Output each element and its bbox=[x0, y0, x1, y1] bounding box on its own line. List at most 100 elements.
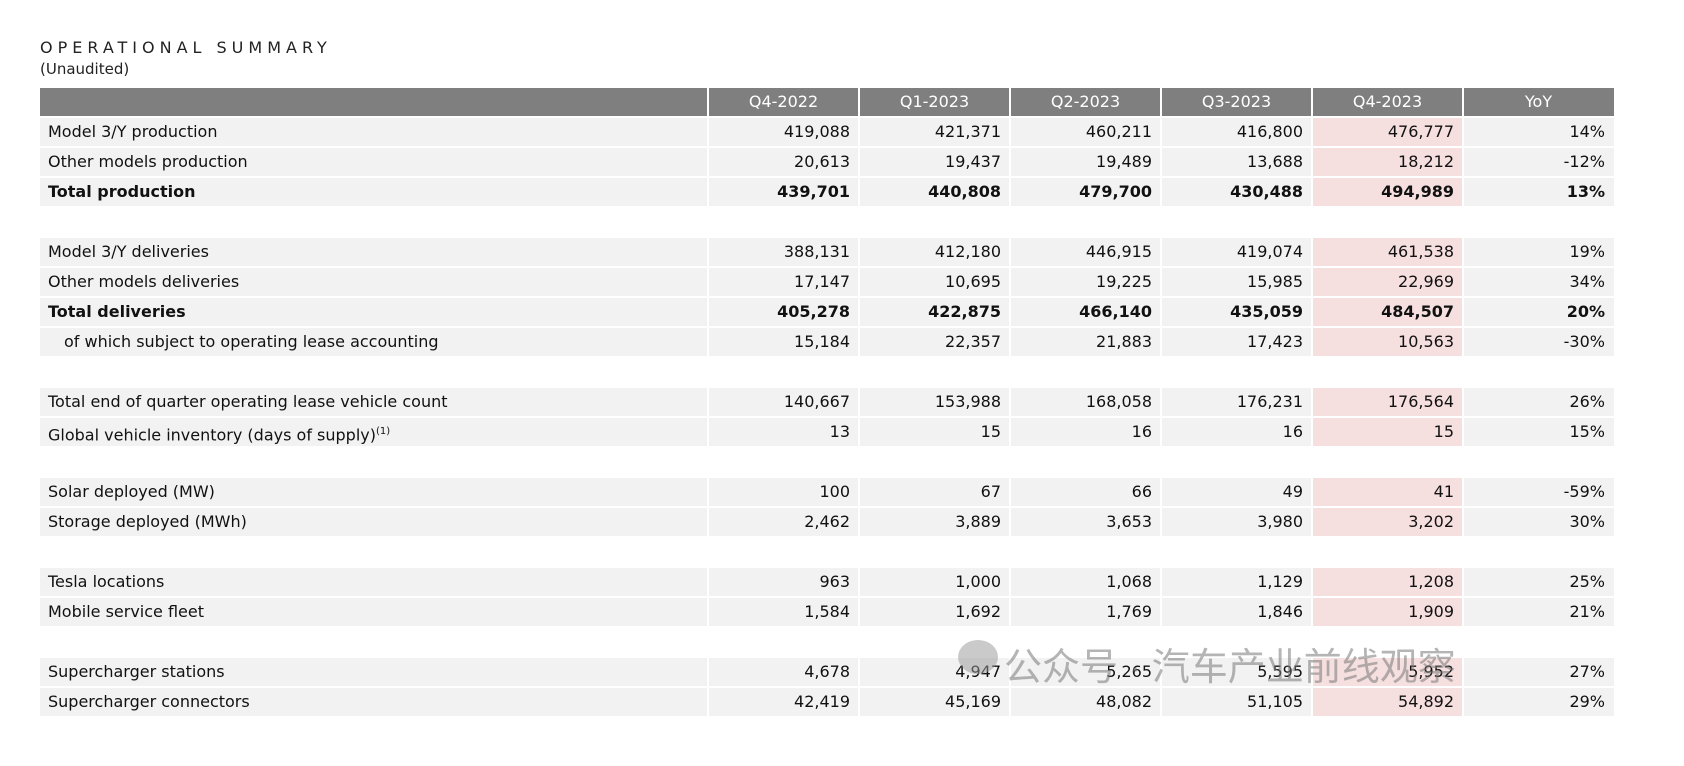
column-separator bbox=[1311, 88, 1313, 116]
cell-value: 17,423 bbox=[1247, 332, 1303, 351]
cell-value: 1,000 bbox=[955, 572, 1001, 591]
row-label: Total production bbox=[40, 178, 708, 206]
cell-value: 13,688 bbox=[1247, 152, 1303, 171]
column-separator bbox=[707, 478, 709, 506]
cell-value: 16 bbox=[1131, 422, 1152, 441]
cell-value: 3,653 bbox=[1106, 512, 1152, 531]
column-separator bbox=[858, 118, 860, 146]
column-separator bbox=[1160, 478, 1162, 506]
column-separator bbox=[1160, 658, 1162, 686]
row-label-text: Supercharger connectors bbox=[48, 692, 250, 711]
row-label-text: of which subject to operating lease acco… bbox=[64, 332, 439, 351]
cell-value: 21% bbox=[1569, 602, 1605, 621]
column-separator bbox=[1462, 568, 1464, 596]
cell-value: 25% bbox=[1569, 572, 1605, 591]
column-separator bbox=[858, 598, 860, 626]
column-header: Q4-2022 bbox=[748, 92, 819, 111]
highlight-cell bbox=[1312, 268, 1463, 296]
cell-value: 1,068 bbox=[1106, 572, 1152, 591]
row-label: Supercharger stations bbox=[40, 658, 708, 686]
column-separator bbox=[1311, 598, 1313, 626]
cell-value: -30% bbox=[1563, 332, 1605, 351]
cell-value: 41 bbox=[1433, 482, 1454, 501]
watermark-icon bbox=[958, 640, 998, 674]
column-separator bbox=[1462, 688, 1464, 716]
cell-value: 51,105 bbox=[1247, 692, 1303, 711]
row-label-text: Supercharger stations bbox=[48, 662, 225, 681]
column-header: Q3-2023 bbox=[1201, 92, 1272, 111]
column-separator bbox=[1009, 478, 1011, 506]
column-separator bbox=[1311, 148, 1313, 176]
column-separator bbox=[707, 178, 709, 206]
cell-value: 440,808 bbox=[928, 182, 1001, 201]
column-separator bbox=[707, 418, 709, 446]
cell-value: 15,985 bbox=[1247, 272, 1303, 291]
watermark: 公众号 · 汽车产业前线观察 bbox=[1004, 647, 1456, 689]
cell-value: 22,357 bbox=[945, 332, 1001, 351]
cell-value: 2,462 bbox=[804, 512, 850, 531]
column-separator bbox=[858, 238, 860, 266]
column-separator bbox=[1009, 658, 1011, 686]
row-label: Mobile service fleet bbox=[40, 598, 708, 626]
row-label: Other models deliveries bbox=[40, 268, 708, 296]
cell-value: 416,800 bbox=[1236, 122, 1303, 141]
column-separator bbox=[707, 148, 709, 176]
column-separator bbox=[1160, 418, 1162, 446]
highlight-cell bbox=[1312, 148, 1463, 176]
column-header: YoY bbox=[1524, 92, 1553, 111]
footnote-mark: (1) bbox=[375, 426, 391, 437]
column-separator bbox=[1462, 178, 1464, 206]
column-separator bbox=[1009, 88, 1011, 116]
cell-value: 15,184 bbox=[794, 332, 850, 351]
cell-value: 67 bbox=[980, 482, 1001, 501]
cell-value: 439,701 bbox=[777, 182, 850, 201]
cell-value: 476,777 bbox=[1387, 122, 1454, 141]
column-separator bbox=[858, 298, 860, 326]
column-separator bbox=[707, 238, 709, 266]
column-header: Q4-2023 bbox=[1352, 92, 1423, 111]
cell-value: 20,613 bbox=[794, 152, 850, 171]
column-separator bbox=[858, 388, 860, 416]
column-separator bbox=[707, 268, 709, 296]
cell-value: 30% bbox=[1569, 512, 1605, 531]
column-separator bbox=[707, 328, 709, 356]
row-label-text: Other models production bbox=[48, 152, 248, 171]
column-separator bbox=[1311, 418, 1313, 446]
cell-value: 412,180 bbox=[934, 242, 1001, 261]
column-separator bbox=[1009, 568, 1011, 596]
column-separator bbox=[1160, 298, 1162, 326]
column-separator bbox=[1009, 268, 1011, 296]
cell-value: 14% bbox=[1569, 122, 1605, 141]
cell-value: 19,489 bbox=[1096, 152, 1152, 171]
cell-value: 5,595 bbox=[1257, 662, 1303, 681]
highlight-cell bbox=[1312, 238, 1463, 266]
cell-value: 19,437 bbox=[945, 152, 1001, 171]
row-label: Model 3/Y production bbox=[40, 118, 708, 146]
cell-value: 140,667 bbox=[783, 392, 850, 411]
column-separator bbox=[1462, 298, 1464, 326]
column-separator bbox=[1160, 568, 1162, 596]
cell-value: 13% bbox=[1566, 182, 1605, 201]
row-label-text: Global vehicle inventory (days of supply… bbox=[48, 425, 376, 445]
highlight-cell bbox=[1312, 388, 1463, 416]
cell-value: 21,883 bbox=[1096, 332, 1152, 351]
column-separator bbox=[1009, 328, 1011, 356]
cell-value: 405,278 bbox=[777, 302, 850, 321]
highlight-cell bbox=[1312, 328, 1463, 356]
cell-value: 20% bbox=[1566, 302, 1605, 321]
column-separator bbox=[1160, 328, 1162, 356]
column-separator bbox=[858, 418, 860, 446]
cell-value: 27% bbox=[1569, 662, 1605, 681]
column-separator bbox=[707, 598, 709, 626]
header-bar bbox=[40, 88, 1614, 116]
cell-value: 66 bbox=[1131, 482, 1152, 501]
cell-value: 963 bbox=[819, 572, 850, 591]
column-separator bbox=[1462, 88, 1464, 116]
row-label: Total deliveries bbox=[40, 298, 708, 326]
highlight-cell bbox=[1312, 598, 1463, 626]
highlight-cell bbox=[1312, 568, 1463, 596]
cell-value: 3,980 bbox=[1257, 512, 1303, 531]
column-separator bbox=[1311, 238, 1313, 266]
cell-value: 45,169 bbox=[945, 692, 1001, 711]
